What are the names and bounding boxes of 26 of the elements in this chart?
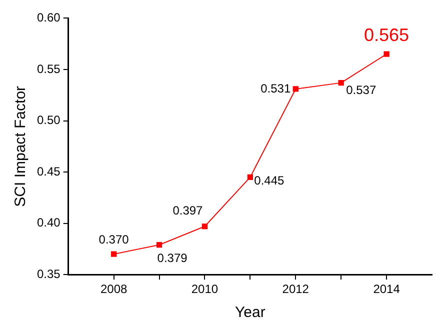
y-tick-label: 0.50 xyxy=(36,113,61,128)
data-label: 0.445 xyxy=(254,173,285,188)
point xyxy=(110,251,117,257)
y-tick-label: 0.40 xyxy=(36,216,61,230)
point xyxy=(338,80,344,86)
x-tick-label: 2012 xyxy=(282,282,310,296)
data-label: 0.531 xyxy=(260,81,291,96)
data-label: 0.370 xyxy=(98,232,130,246)
x-tick-label: 2010 xyxy=(191,282,218,296)
y-axis-title: SCI Impact Factor xyxy=(12,86,30,207)
x-axis-title: Year xyxy=(235,304,266,322)
y-tick-label: 0.60 xyxy=(36,10,61,25)
data-label: 0.379 xyxy=(157,251,188,266)
point xyxy=(292,86,298,92)
x-tick-label: 2014 xyxy=(373,282,400,296)
data-label: 0.397 xyxy=(172,204,204,218)
y-tick-label: 0.45 xyxy=(36,164,61,178)
y-tick-label: 0.55 xyxy=(36,62,61,76)
point xyxy=(202,224,208,230)
data-label: 0.537 xyxy=(346,83,376,98)
point xyxy=(384,51,390,57)
data-label: 0.565 xyxy=(364,25,410,46)
point xyxy=(247,174,254,180)
y-tick-label: 0.35 xyxy=(36,266,61,281)
x-tick-label: 2008 xyxy=(100,282,128,296)
point xyxy=(156,242,162,248)
